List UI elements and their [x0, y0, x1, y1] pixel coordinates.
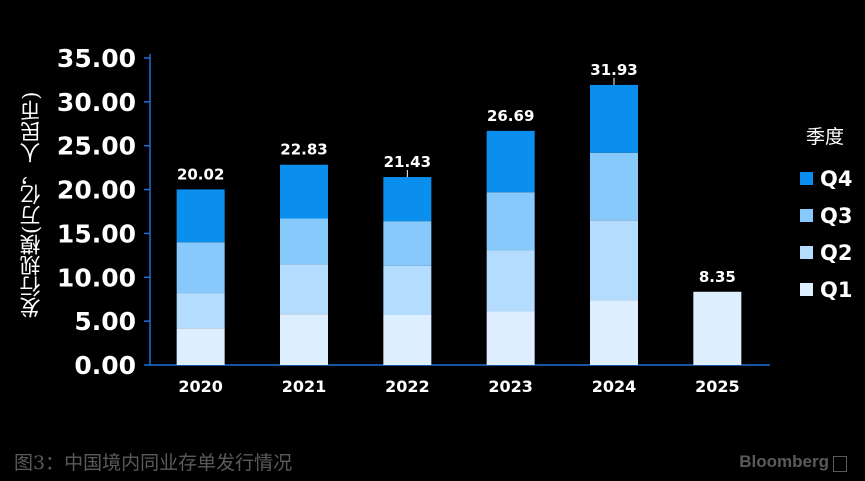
y-tick-label: 0.00 — [74, 351, 136, 380]
figure-caption: 图3：中国境内同业存单发行情况 — [14, 452, 293, 474]
legend-swatch-q2 — [800, 246, 813, 259]
bar-segment-q3 — [176, 242, 225, 294]
bar-total-label: 22.83 — [280, 141, 327, 159]
bar-segment-q3 — [280, 218, 328, 265]
x-tick-label: 2021 — [282, 377, 327, 396]
x-tick-label: 2025 — [695, 377, 740, 396]
y-axis-label: 发行规模(万亿，人民币) — [19, 91, 43, 319]
legend-swatch-q3 — [800, 209, 813, 222]
bar-segment-q2 — [383, 265, 432, 316]
legend-title: 季度 — [806, 126, 845, 148]
bar-segment-q3 — [590, 152, 638, 221]
legend-label-q3: Q3 — [820, 203, 853, 228]
y-tick-label: 35.00 — [57, 44, 136, 73]
legend-label-q4: Q4 — [820, 166, 853, 191]
bar-segment-q1 — [590, 300, 638, 365]
legend-label-q1: Q1 — [820, 277, 853, 302]
bar-segment-q1 — [486, 311, 535, 365]
legend-label-q2: Q2 — [820, 240, 853, 265]
y-tick-label: 5.00 — [74, 307, 136, 336]
y-tick-label: 10.00 — [57, 263, 136, 292]
bar-segment-q4 — [383, 177, 432, 222]
bar-total-label: 8.35 — [699, 268, 736, 286]
bar-total-label: 20.02 — [177, 165, 224, 183]
bar-total-label: 31.93 — [590, 61, 637, 79]
legend-item-q4: Q4 — [800, 160, 852, 197]
legend-swatch-q4 — [800, 172, 813, 185]
bar-segment-q4 — [280, 164, 328, 219]
y-tick-label: 25.00 — [57, 132, 136, 161]
bar-segment-q4 — [590, 84, 638, 153]
x-tick-label: 2022 — [385, 377, 430, 396]
bloomberg-terminal-icon — [833, 456, 847, 472]
bar-segment-q1 — [693, 291, 742, 365]
bar-segment-q1 — [280, 314, 328, 365]
legend: Q4 Q3 Q2 Q1 — [800, 160, 852, 308]
brand-logo-text: Bloomberg — [739, 452, 829, 471]
bar-segment-q1 — [383, 315, 432, 365]
y-tick-label: 15.00 — [57, 219, 136, 248]
legend-item-q1: Q1 — [800, 271, 852, 308]
bar-segment-q4 — [486, 130, 535, 193]
bar-segment-q2 — [280, 264, 328, 315]
bar-segment-q1 — [176, 328, 225, 365]
bar-segment-q4 — [176, 189, 225, 243]
y-tick-label: 30.00 — [57, 88, 136, 117]
legend-item-q3: Q3 — [800, 197, 852, 234]
bar-segment-q3 — [486, 192, 535, 251]
bar-segment-q2 — [176, 293, 225, 329]
legend-swatch-q1 — [800, 283, 813, 296]
x-tick-label: 2024 — [592, 377, 637, 396]
x-tick-label: 2023 — [488, 377, 533, 396]
bar-segment-q2 — [590, 220, 638, 301]
x-tick-label: 2020 — [178, 377, 223, 396]
bar-total-label: 26.69 — [487, 107, 534, 125]
bar-total-label: 21.43 — [384, 153, 431, 171]
y-tick-label: 20.00 — [57, 176, 136, 205]
bar-segment-q3 — [383, 221, 432, 266]
bar-segment-q2 — [486, 250, 535, 312]
legend-item-q2: Q2 — [800, 234, 852, 271]
